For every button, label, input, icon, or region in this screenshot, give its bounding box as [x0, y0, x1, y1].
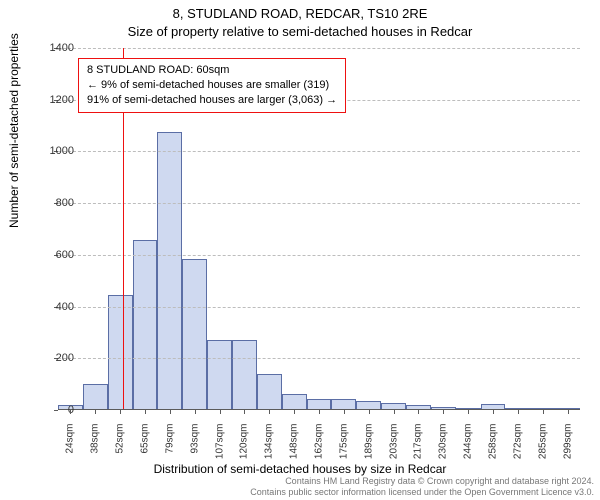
x-tick-mark [518, 410, 519, 414]
x-tick-label: 107sqm [214, 424, 225, 464]
histogram-bar [406, 405, 431, 409]
x-tick-mark [70, 410, 71, 414]
x-tick-mark [269, 410, 270, 414]
chart-container: 8, STUDLAND ROAD, REDCAR, TS10 2RE Size … [0, 0, 600, 500]
annotation-line-2: ← 9% of semi-detached houses are smaller… [87, 78, 337, 93]
histogram-bar [481, 404, 506, 409]
x-tick-label: 258sqm [488, 424, 499, 464]
x-tick-mark [418, 410, 419, 414]
x-tick-label: 272sqm [512, 424, 523, 464]
x-tick-label: 93sqm [189, 424, 200, 464]
histogram-bar [257, 374, 282, 409]
gridline [58, 203, 580, 204]
x-tick-mark [319, 410, 320, 414]
gridline [58, 307, 580, 308]
histogram-bar [108, 295, 133, 409]
y-tick-label: 1200 [34, 94, 74, 106]
y-tick-label: 400 [34, 301, 74, 313]
x-tick-label: 299sqm [562, 424, 573, 464]
x-tick-label: 230sqm [438, 424, 449, 464]
x-tick-label: 244sqm [463, 424, 474, 464]
annotation-line-3: 91% of semi-detached houses are larger (… [87, 93, 337, 108]
x-tick-mark [120, 410, 121, 414]
chart-title-main: 8, STUDLAND ROAD, REDCAR, TS10 2RE [0, 6, 600, 21]
footer-line-1: Contains HM Land Registry data © Crown c… [0, 476, 594, 487]
x-tick-label: 38sqm [90, 424, 101, 464]
histogram-bar [232, 340, 257, 409]
x-tick-mark [543, 410, 544, 414]
x-tick-label: 120sqm [239, 424, 250, 464]
histogram-bar [83, 384, 108, 409]
x-tick-label: 24sqm [65, 424, 76, 464]
x-tick-label: 285sqm [537, 424, 548, 464]
y-tick-label: 1000 [34, 145, 74, 157]
histogram-bar [133, 240, 158, 409]
y-tick-label: 200 [34, 352, 74, 364]
histogram-bar [381, 403, 406, 409]
histogram-bar [555, 408, 580, 409]
footer-line-2: Contains public sector information licen… [0, 487, 594, 498]
histogram-bar [157, 132, 182, 409]
footer-attribution: Contains HM Land Registry data © Crown c… [0, 476, 594, 499]
x-tick-label: 134sqm [264, 424, 275, 464]
histogram-bar [505, 408, 530, 409]
x-tick-label: 65sqm [140, 424, 151, 464]
gridline [58, 151, 580, 152]
histogram-bar [282, 394, 307, 410]
y-tick-label: 800 [34, 197, 74, 209]
x-tick-label: 162sqm [314, 424, 325, 464]
gridline [58, 358, 580, 359]
histogram-bar [356, 401, 381, 409]
x-tick-mark [294, 410, 295, 414]
x-tick-mark [369, 410, 370, 414]
x-tick-mark [568, 410, 569, 414]
x-tick-mark [170, 410, 171, 414]
x-tick-mark [195, 410, 196, 414]
x-tick-mark [468, 410, 469, 414]
histogram-bar [431, 407, 456, 409]
histogram-bar [456, 408, 481, 409]
x-tick-mark [244, 410, 245, 414]
x-tick-label: 189sqm [363, 424, 374, 464]
y-axis-label: Number of semi-detached properties [7, 33, 21, 228]
x-tick-mark [344, 410, 345, 414]
y-tick-label: 1400 [34, 42, 74, 54]
x-tick-mark [145, 410, 146, 414]
histogram-bar [307, 399, 332, 409]
annotation-line-1: 8 STUDLAND ROAD: 60sqm [87, 63, 337, 78]
x-tick-mark [220, 410, 221, 414]
y-tick-label: 600 [34, 249, 74, 261]
histogram-bar [207, 340, 232, 409]
histogram-bar [331, 399, 356, 409]
x-tick-label: 52sqm [115, 424, 126, 464]
x-tick-mark [394, 410, 395, 414]
x-tick-label: 217sqm [413, 424, 424, 464]
histogram-bar [182, 259, 207, 409]
x-tick-label: 148sqm [289, 424, 300, 464]
x-tick-mark [443, 410, 444, 414]
x-tick-mark [95, 410, 96, 414]
annotation-box: 8 STUDLAND ROAD: 60sqm ← 9% of semi-deta… [78, 58, 346, 113]
gridline [58, 255, 580, 256]
x-tick-mark [493, 410, 494, 414]
gridline [58, 48, 580, 49]
x-axis-label: Distribution of semi-detached houses by … [0, 462, 600, 476]
chart-title-sub: Size of property relative to semi-detach… [0, 24, 600, 39]
histogram-bar [530, 408, 555, 409]
x-ticks-group: 24sqm38sqm52sqm65sqm79sqm93sqm107sqm120s… [58, 410, 580, 460]
x-tick-label: 175sqm [338, 424, 349, 464]
x-tick-label: 203sqm [388, 424, 399, 464]
x-tick-label: 79sqm [164, 424, 175, 464]
